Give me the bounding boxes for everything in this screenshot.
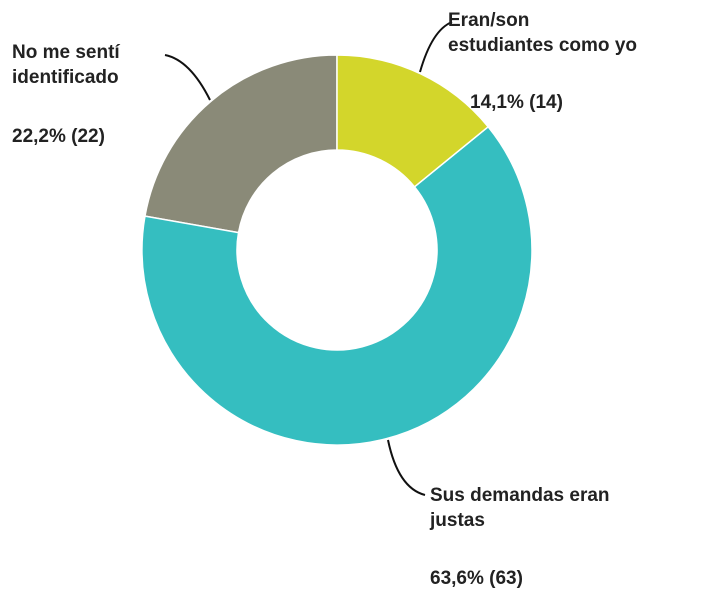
donut-slice (144, 54, 338, 234)
slice-label: Sus demandas eran justas (430, 485, 610, 531)
value-label: 63,6% (63) (430, 568, 523, 589)
leader-line (164, 54, 211, 101)
slice-label: Eran/son estudiantes como yo (448, 10, 637, 56)
donut-slice (141, 125, 533, 446)
leader-line (419, 21, 453, 73)
leader-lines (164, 21, 453, 496)
leader-line (387, 439, 426, 496)
donut-slice (336, 54, 490, 188)
value-label: 14,1% (14) (470, 92, 563, 113)
slice-label: No me sentí identificado (12, 42, 120, 88)
value-label: 22,2% (22) (12, 126, 105, 147)
